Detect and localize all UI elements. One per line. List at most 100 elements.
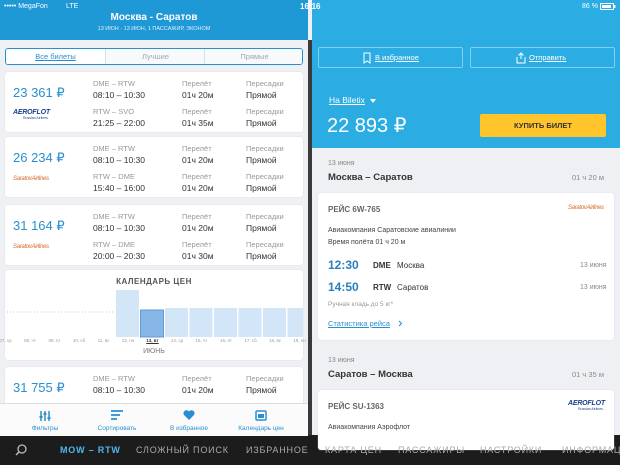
tab[interactable]: Сортировать bbox=[82, 404, 152, 436]
segment-stops: Прямой bbox=[246, 155, 277, 165]
segment-route: DME – RTW bbox=[93, 374, 135, 383]
flight-number: РЕЙС 6W-765 bbox=[328, 205, 381, 214]
ticket-price: 23 361 ₽ bbox=[13, 85, 65, 100]
calendar-day[interactable]: 14, ср bbox=[170, 338, 184, 343]
segment-time: 08:10 – 10:30 bbox=[93, 223, 145, 233]
nav-item[interactable]: ИЗБРАННОЕ bbox=[246, 445, 309, 455]
nav-item[interactable]: СЛОЖНЫЙ ПОИСК bbox=[136, 445, 229, 455]
tab[interactable]: Фильтры bbox=[10, 404, 80, 436]
action-button[interactable]: Отправить bbox=[470, 47, 615, 68]
segment-duration: 01ч 20м bbox=[182, 183, 214, 193]
segment-time: 08:10 – 10:30 bbox=[93, 90, 145, 100]
action-label: В избранное bbox=[375, 53, 419, 62]
ticket-card[interactable]: 23 361 ₽ AEROFLOT Russian Airlines DME – RT… bbox=[5, 72, 303, 132]
segment-route: RTW – DME bbox=[93, 172, 135, 181]
left-header bbox=[0, 0, 308, 40]
duration-label: Перелёт bbox=[182, 212, 212, 221]
segment-time: 08:10 – 10:30 bbox=[93, 385, 145, 395]
logo-name: SaratovAirlines bbox=[568, 205, 604, 211]
stops-label: Пересадки bbox=[246, 144, 284, 153]
calendar-day[interactable]: 17, сб bbox=[244, 338, 257, 343]
logo-tagline: Russian Airlines bbox=[23, 116, 48, 120]
calendar-day[interactable]: 13, вт bbox=[146, 338, 159, 343]
carrier: ••••• MegaFon bbox=[4, 3, 48, 10]
calendar-day[interactable]: 16, пт bbox=[219, 338, 232, 343]
flight-stats[interactable]: Статистика рейса bbox=[328, 319, 390, 328]
calendar-day[interactable]: 19, пн bbox=[293, 338, 306, 343]
ticket-card[interactable]: 31 164 ₽ SaratovAirlines DME – RTW 08:10 – … bbox=[5, 205, 303, 265]
stops-label: Пересадки bbox=[246, 172, 284, 181]
duration-label: Перелёт bbox=[182, 374, 212, 383]
segment-stops: Прямой bbox=[246, 385, 277, 395]
calendar-day[interactable]: 08, чт bbox=[24, 338, 36, 343]
tab-icon bbox=[39, 411, 51, 421]
divider bbox=[308, 40, 312, 435]
logo-name: AEROFLOT bbox=[568, 400, 605, 407]
filter-tab[interactable]: Лучшие bbox=[105, 49, 205, 64]
calendar-day[interactable]: 15, чт bbox=[195, 338, 208, 343]
segment-route: DME – RTW bbox=[93, 212, 135, 221]
calendar-day[interactable]: 11, вс bbox=[97, 338, 110, 343]
segment-stops: Прямой bbox=[246, 223, 277, 233]
tab-icon bbox=[111, 410, 123, 420]
segment-time: 21:25 – 22:00 bbox=[93, 118, 145, 128]
filter-tab[interactable]: Прямые bbox=[204, 49, 302, 64]
segment-stops: Прямой bbox=[246, 183, 277, 193]
nav-item[interactable]: ПАССАЖИРЫ bbox=[398, 445, 466, 455]
calendar-day[interactable]: 07, ср bbox=[0, 338, 12, 343]
nav-item[interactable]: MOW – RTW bbox=[60, 445, 121, 455]
segment-route: RTW – SVO bbox=[93, 107, 135, 116]
filter-tab[interactable]: Все билеты bbox=[6, 49, 105, 64]
action-button[interactable]: В избранное bbox=[318, 47, 463, 68]
action-icon bbox=[516, 52, 526, 64]
network: LTE bbox=[66, 3, 79, 10]
airport-code: DME bbox=[373, 261, 391, 270]
nav-item[interactable]: ИНФОРМАЦИЯ bbox=[562, 445, 620, 455]
segment-date: 13 июня bbox=[580, 262, 607, 269]
buy-label: КУПИТЬ БИЛЕТ bbox=[514, 121, 572, 130]
tab-label: В избранное bbox=[169, 425, 209, 432]
segment-duration: 01ч 20м bbox=[182, 155, 214, 165]
tab-icon bbox=[183, 410, 195, 420]
tab[interactable]: Календарь цен bbox=[226, 404, 296, 436]
leg-route: Саратов – Москва bbox=[328, 369, 413, 380]
segment-route: DME – RTW bbox=[93, 79, 135, 88]
segment-time: 20:00 – 20:30 bbox=[93, 251, 145, 261]
calendar-day[interactable]: 12, пн bbox=[121, 338, 135, 343]
logo-tagline: Russian Airlines bbox=[578, 407, 603, 411]
ticket-price: 31 164 ₽ bbox=[13, 218, 65, 233]
nav-item[interactable]: НАСТРОЙКИ bbox=[480, 445, 543, 455]
calendar-title: КАЛЕНДАРЬ ЦЕН bbox=[116, 277, 192, 286]
calendar-day[interactable]: 09, пт bbox=[48, 338, 61, 343]
airline: Авиакомпания Аэрофлот bbox=[328, 424, 411, 431]
calendar-day[interactable]: 18, вс bbox=[268, 338, 282, 343]
leg-route: Москва – Саратов bbox=[328, 172, 413, 183]
agency[interactable]: На Biletix bbox=[329, 95, 365, 105]
action-icon bbox=[363, 52, 371, 64]
tab-label: Фильтры bbox=[31, 425, 59, 432]
leg-date: 13 июня bbox=[328, 357, 355, 364]
logo-name: SaratovAirlines bbox=[13, 176, 49, 182]
duration-label: Перелёт bbox=[182, 144, 212, 153]
battery: 86 % bbox=[582, 3, 598, 10]
logo-name: SaratovAirlines bbox=[13, 244, 49, 250]
calendar-day[interactable]: 10, сб bbox=[72, 338, 86, 343]
buy-button[interactable]: КУПИТЬ БИЛЕТ bbox=[480, 114, 606, 137]
nav-item[interactable]: КАРТА ЦЕН bbox=[325, 445, 382, 455]
segment-time: 08:10 – 10:30 bbox=[93, 155, 145, 165]
logo-name: AEROFLOT bbox=[13, 109, 50, 116]
airline: Авиакомпания Саратовские авиалинии bbox=[328, 227, 456, 234]
tab[interactable]: В избранное bbox=[154, 404, 224, 436]
detail-price: 22 893 ₽ bbox=[327, 115, 407, 137]
ticket-card[interactable]: 26 234 ₽ SaratovAirlines DME – RTW 08:10 – … bbox=[5, 137, 303, 197]
ticket-price: 31 755 ₽ bbox=[13, 380, 65, 395]
search-subtitle: 13 ИЮН - 13 ИЮН, 1 ПАССАЖИР, ЭКОНОМ bbox=[97, 26, 211, 32]
segment-stops: Прямой bbox=[246, 90, 277, 100]
stops-label: Пересадки bbox=[246, 240, 284, 249]
ticket-price: 26 234 ₽ bbox=[13, 150, 65, 165]
tab-label: Календарь цен bbox=[238, 425, 284, 432]
agency-caret bbox=[370, 99, 376, 103]
segment-route: DME – RTW bbox=[93, 144, 135, 153]
price-calendar[interactable]: КАЛЕНДАРЬ ЦЕН 07, ср 08, чт 09, пт 10, сб 11,… bbox=[0, 270, 306, 360]
stops-label: Пересадки bbox=[246, 374, 284, 383]
